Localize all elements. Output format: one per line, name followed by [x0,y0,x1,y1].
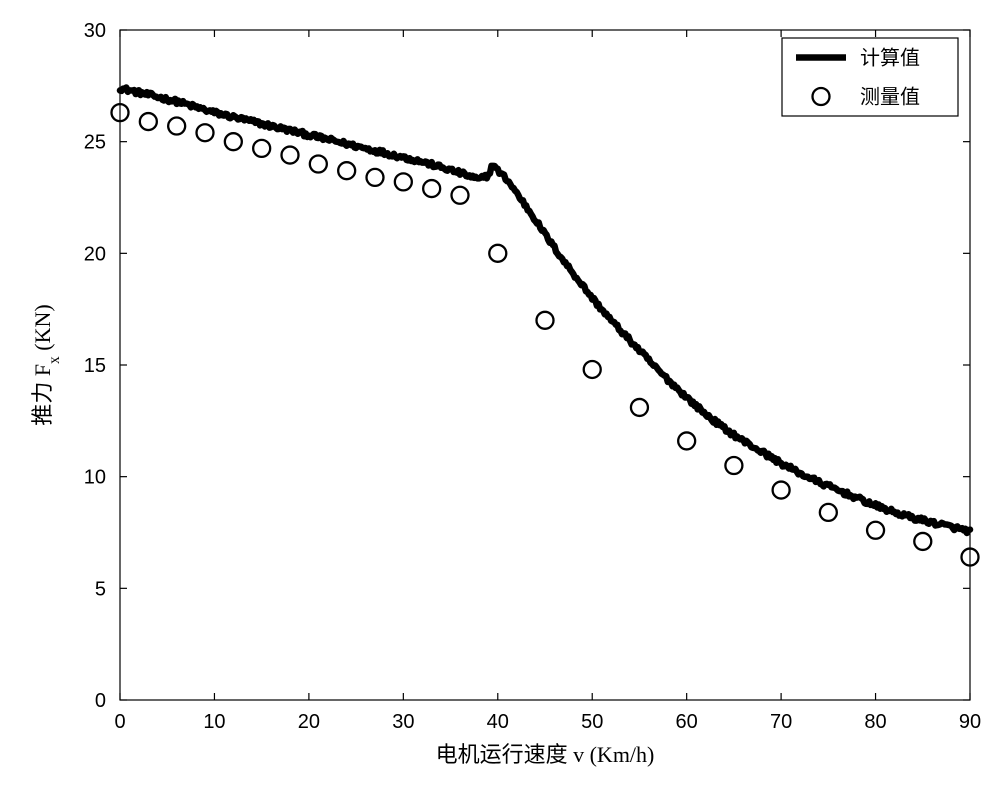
legend-label: 计算值 [860,47,920,70]
series-marker-measured [867,522,884,539]
legend-label: 测量值 [860,86,920,109]
y-tick-label: 25 [84,132,106,154]
series-marker-measured [282,147,299,164]
series-marker-measured [310,156,327,173]
y-tick-label: 10 [84,467,106,489]
y-tick-label: 0 [95,690,106,712]
series-line-calculated [120,88,970,533]
y-tick-label: 5 [95,578,106,600]
series-marker-measured [537,312,554,329]
series-marker-measured [140,113,157,130]
chart-svg: 0 10 20 30 40 50 60 70 80 90 0 5 10 15 20 25 30 电机运行速度 v … [0,0,1000,792]
series-marker-measured [367,169,384,186]
series-marker-measured [225,133,242,150]
x-tick-label: 60 [676,711,698,733]
series-marker-measured [423,180,440,197]
y-tick-label: 20 [84,243,106,265]
series-marker-measured [773,482,790,499]
x-tick-label: 90 [959,711,981,733]
x-tick-label: 20 [298,711,320,733]
x-tick-label: 30 [392,711,414,733]
series-marker-measured [395,173,412,190]
series-marker-measured [489,245,506,262]
y-axis-label-group: 推力 Fx (KN) [30,304,63,425]
x-tick-label: 50 [581,711,603,733]
series-marker-measured [725,457,742,474]
x-tick-label: 80 [864,711,886,733]
series-marker-measured [678,432,695,449]
series-marker-measured [452,187,469,204]
y-axis-label: 推力 Fx (KN) [30,304,63,425]
x-tick-label: 70 [770,711,792,733]
x-tick-label: 40 [487,711,509,733]
series-marker-measured [168,118,185,135]
series-marker-measured [820,504,837,521]
series-marker-measured [914,533,931,550]
x-tick-label: 10 [203,711,225,733]
series-marker-measured [338,162,355,179]
series-marker-measured [253,140,270,157]
series-marker-measured [197,124,214,141]
x-tick-label: 0 [114,711,125,733]
chart-container: 0 10 20 30 40 50 60 70 80 90 0 5 10 15 20 25 30 电机运行速度 v … [0,0,1000,792]
series-marker-measured [631,399,648,416]
y-tick-label: 15 [84,355,106,377]
y-tick-label: 30 [84,20,106,42]
x-axis-label: 电机运行速度 v (Km/h) [436,742,655,767]
series-marker-measured [584,361,601,378]
plot-area [120,30,970,700]
